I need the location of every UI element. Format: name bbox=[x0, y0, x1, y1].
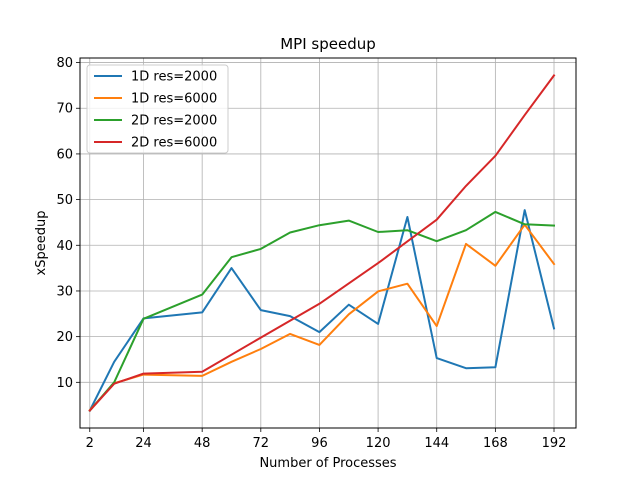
axis-ticks: 2 24 48 72 96 120 144 168 192 10 20 30 40 50 60 70 80 bbox=[56, 56, 566, 451]
legend-label-2d-res-6000: 2D res=6000 bbox=[131, 136, 217, 151]
legend-label-1d-res-2000: 1D res=2000 bbox=[131, 70, 217, 85]
legend-label-2d-res-2000: 2D res=2000 bbox=[131, 114, 217, 129]
x-tick-label: 48 bbox=[194, 436, 211, 451]
x-tick-label: 168 bbox=[483, 436, 508, 451]
x-tick-label: 72 bbox=[253, 436, 270, 451]
x-tick-label: 144 bbox=[424, 436, 449, 451]
y-tick-label: 30 bbox=[56, 284, 73, 299]
series-line-1d-res-2000 bbox=[88, 209, 556, 412]
x-tick-label: 24 bbox=[135, 436, 152, 451]
y-tick-label: 20 bbox=[56, 330, 73, 345]
x-axis-label: Number of Processes bbox=[259, 456, 396, 471]
x-tick-label: 96 bbox=[311, 436, 328, 451]
y-tick-label: 70 bbox=[56, 102, 73, 117]
chart-title: MPI speedup bbox=[280, 35, 376, 53]
y-tick-label: 40 bbox=[56, 239, 73, 254]
x-tick-label: 120 bbox=[366, 436, 391, 451]
y-tick-label: 50 bbox=[56, 193, 73, 208]
legend-label-1d-res-6000: 1D res=6000 bbox=[131, 92, 217, 107]
series-line-2d-res-2000 bbox=[88, 210, 556, 413]
x-tick-label: 192 bbox=[542, 436, 567, 451]
series-lines bbox=[88, 74, 556, 413]
x-tick-label: 2 bbox=[86, 436, 94, 451]
y-tick-label: 80 bbox=[56, 56, 73, 71]
series-line-2d-res-6000 bbox=[88, 74, 556, 413]
legend-box bbox=[86, 64, 229, 154]
legend: 1D res=2000 1D res=6000 2D res=2000 2D res=… bbox=[86, 64, 229, 154]
plot-frame bbox=[79, 57, 577, 429]
y-tick-label: 10 bbox=[56, 376, 73, 391]
y-tick-label: 60 bbox=[56, 147, 73, 162]
series-line-1d-res-6000 bbox=[88, 223, 556, 412]
y-axis-label: xSpeedup bbox=[34, 211, 49, 276]
